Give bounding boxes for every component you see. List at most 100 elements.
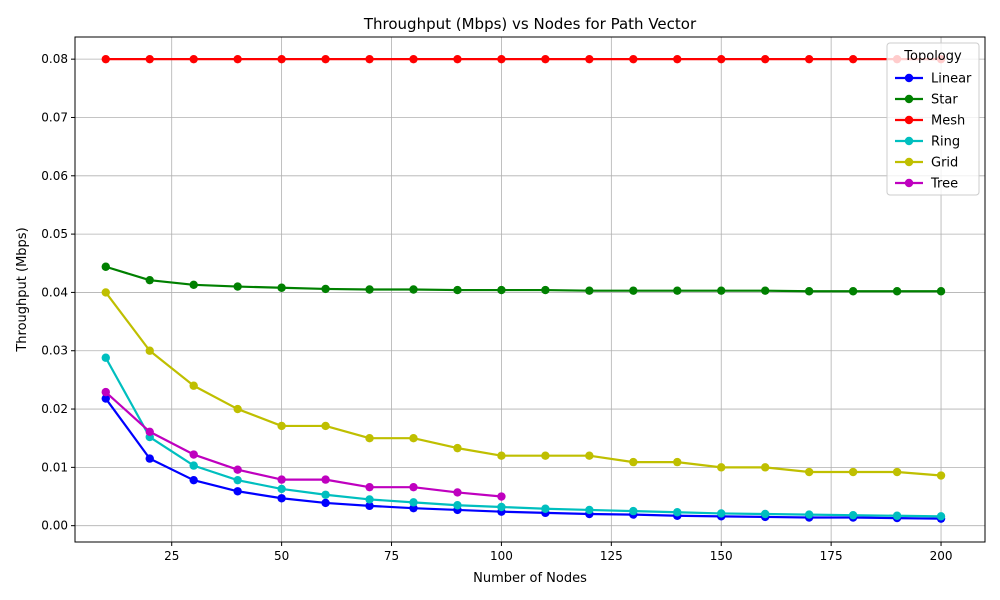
data-point-star xyxy=(365,285,374,294)
legend-label: Tree xyxy=(930,177,958,192)
y-tick-label: 0.08 xyxy=(41,52,68,66)
data-point-mesh xyxy=(848,54,858,64)
data-point-mesh xyxy=(145,54,154,64)
data-point-star xyxy=(673,286,682,295)
series-linear xyxy=(101,394,946,523)
data-point-ring xyxy=(804,510,814,519)
legend-label: Star xyxy=(931,93,958,108)
data-point-mesh xyxy=(760,54,770,64)
data-point-star xyxy=(321,284,330,294)
chart-title: Throughput (Mbps) vs Nodes for Path Vect… xyxy=(363,15,697,33)
data-point-grid xyxy=(673,457,682,467)
data-point-grid xyxy=(848,467,858,477)
data-point-mesh xyxy=(804,54,814,64)
data-point-ring xyxy=(541,504,550,513)
legend-item-ring: Ring xyxy=(895,135,960,150)
series-lines xyxy=(101,54,946,523)
data-point-linear xyxy=(101,394,110,403)
data-point-grid xyxy=(760,463,770,472)
legend-swatch-marker xyxy=(904,94,914,104)
data-point-star xyxy=(497,285,506,295)
data-point-grid xyxy=(585,451,594,460)
data-point-tree xyxy=(453,488,462,497)
data-point-grid xyxy=(936,471,946,480)
legend-label: Ring xyxy=(931,135,960,150)
data-point-mesh xyxy=(673,54,682,64)
data-point-grid xyxy=(892,467,902,477)
legend: Topology Linear Star Mesh Ring Grid Tree xyxy=(886,42,980,196)
data-point-star xyxy=(936,287,946,296)
data-point-mesh xyxy=(497,54,506,64)
data-point-linear xyxy=(409,503,418,513)
legend-item-star: Star xyxy=(895,93,958,108)
y-axis-label: Throughput (Mbps) xyxy=(15,227,30,352)
x-tick-label: 50 xyxy=(274,549,289,563)
data-point-linear xyxy=(145,454,154,463)
legend-item-grid: Grid xyxy=(895,156,958,171)
data-point-mesh xyxy=(321,54,330,64)
series-line-grid xyxy=(104,291,942,477)
data-point-star xyxy=(804,287,814,296)
y-tick-label: 0.03 xyxy=(41,344,68,358)
legend-item-linear: Linear xyxy=(895,72,972,87)
data-point-tree xyxy=(365,482,374,492)
data-point-ring xyxy=(936,512,946,521)
data-point-ring xyxy=(892,511,902,520)
data-point-star xyxy=(233,282,242,291)
data-point-tree xyxy=(277,475,286,484)
x-tick-label: 25 xyxy=(164,549,179,563)
data-point-ring xyxy=(321,490,330,499)
data-point-mesh xyxy=(541,54,550,64)
data-point-tree xyxy=(409,482,418,492)
data-point-grid xyxy=(189,381,198,390)
data-point-mesh xyxy=(189,54,198,64)
legend-label: Linear xyxy=(931,72,972,87)
data-point-grid xyxy=(277,421,286,431)
data-point-ring xyxy=(585,505,594,515)
series-grid xyxy=(101,288,946,480)
legend-items: Linear Star Mesh Ring Grid Tree xyxy=(895,72,972,192)
data-point-ring xyxy=(453,501,462,510)
data-point-star xyxy=(717,286,726,295)
data-point-star xyxy=(585,286,594,295)
data-point-star xyxy=(409,285,418,294)
series-ring xyxy=(101,353,946,521)
data-point-ring xyxy=(497,502,506,512)
legend-title: Topology xyxy=(903,49,962,64)
x-tick-label: 175 xyxy=(820,549,843,563)
data-point-star xyxy=(101,262,110,271)
data-point-ring xyxy=(277,484,286,494)
data-point-ring xyxy=(629,506,638,516)
data-point-grid xyxy=(541,451,550,460)
data-point-grid xyxy=(804,467,814,477)
data-point-ring xyxy=(760,509,770,519)
data-point-grid xyxy=(453,443,462,453)
legend-swatch-marker xyxy=(904,136,914,146)
data-point-tree xyxy=(233,465,242,474)
y-tick-label: 0.07 xyxy=(41,110,68,124)
data-point-linear xyxy=(277,494,286,503)
data-point-grid xyxy=(717,463,726,472)
x-tick-label: 200 xyxy=(930,549,953,563)
data-point-star xyxy=(189,280,198,290)
x-axis-ticks: 25 50 75 100 125 150 175 200 xyxy=(164,542,952,563)
x-tick-label: 125 xyxy=(600,549,623,563)
legend-swatch-marker xyxy=(904,178,914,188)
data-point-mesh xyxy=(409,54,418,64)
data-point-grid xyxy=(409,434,418,443)
x-tick-label: 75 xyxy=(384,549,399,563)
data-point-star xyxy=(541,285,550,295)
data-point-ring xyxy=(101,353,110,362)
series-line-linear xyxy=(104,397,942,520)
data-point-star xyxy=(848,287,858,296)
data-point-tree xyxy=(189,450,198,459)
legend-label: Grid xyxy=(931,156,958,171)
data-point-star xyxy=(760,286,770,295)
data-point-linear xyxy=(321,498,330,508)
legend-swatch-marker xyxy=(904,115,914,125)
data-point-ring xyxy=(717,509,726,518)
data-point-mesh xyxy=(101,54,110,64)
legend-item-mesh: Mesh xyxy=(895,114,965,129)
y-tick-label: 0.04 xyxy=(41,285,68,299)
